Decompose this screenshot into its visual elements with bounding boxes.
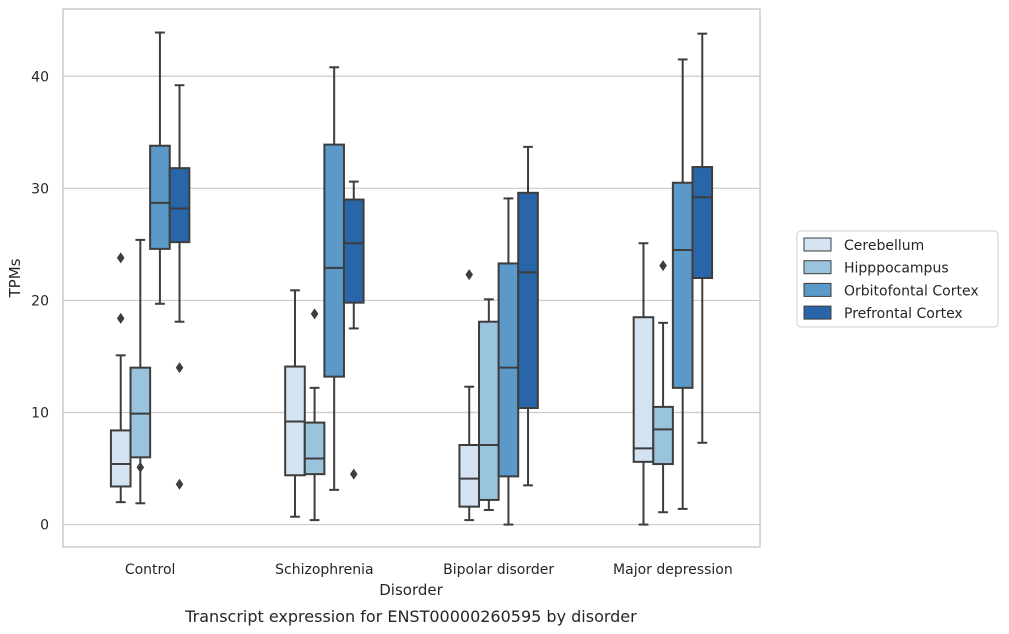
outlier-point-1 bbox=[116, 252, 125, 264]
y-tick-label-20: 20 bbox=[31, 293, 49, 309]
box-body bbox=[342, 198, 365, 304]
box-3-3 bbox=[691, 32, 714, 444]
box-body bbox=[129, 366, 152, 459]
box-1-3 bbox=[652, 260, 674, 514]
box-0-2 bbox=[458, 269, 481, 522]
outlier-point-0 bbox=[310, 308, 319, 320]
outlier-point-1 bbox=[175, 478, 184, 490]
box-0-1 bbox=[284, 289, 306, 518]
legend-swatch bbox=[803, 305, 832, 320]
box-body bbox=[497, 262, 520, 478]
box-body bbox=[632, 316, 655, 463]
legend-item-2: Orbitofontal Cortex bbox=[803, 282, 979, 299]
x-axis-ticks: Control Schizophrenia Bipolar disorder Majo… bbox=[125, 562, 733, 578]
box-2-0 bbox=[149, 31, 171, 305]
legend-swatch bbox=[803, 282, 832, 297]
box-body bbox=[458, 444, 481, 508]
x-axis-label: Disorder bbox=[379, 581, 443, 599]
legend-label: Prefrontal Cortex bbox=[844, 306, 963, 322]
y-axis-ticks: 0 10 20 30 40 bbox=[31, 69, 49, 533]
legend-swatch bbox=[803, 260, 832, 275]
x-tick-label-1: Schizophrenia bbox=[275, 562, 373, 578]
boxplot-marks bbox=[109, 31, 714, 526]
outlier-point-0 bbox=[465, 269, 474, 281]
outlier-point-0 bbox=[136, 461, 145, 473]
box-3-1 bbox=[342, 180, 365, 480]
box-body bbox=[323, 143, 345, 378]
legend-frame bbox=[796, 230, 999, 328]
box-body bbox=[303, 421, 326, 476]
y-tick-label-10: 10 bbox=[31, 406, 49, 422]
box-1-0 bbox=[129, 238, 152, 505]
box-3-2 bbox=[517, 145, 539, 487]
x-tick-label-3: Major depression bbox=[613, 562, 733, 578]
y-axis-label: TPMs bbox=[6, 258, 24, 298]
chart-caption: Transcript expression for ENST0000026059… bbox=[184, 607, 637, 626]
box-2-1 bbox=[323, 66, 345, 491]
x-tick-label-2: Bipolar disorder bbox=[443, 562, 554, 578]
box-body bbox=[168, 167, 191, 244]
box-body bbox=[517, 191, 539, 410]
box-1-1 bbox=[303, 308, 326, 522]
outlier-point-0 bbox=[659, 260, 667, 272]
plot-frame bbox=[62, 8, 761, 548]
box-0-3 bbox=[632, 242, 655, 526]
legend-label: Hipppocampus bbox=[844, 261, 949, 277]
legend-label: Cerebellum bbox=[844, 238, 924, 254]
y-tick-label-30: 30 bbox=[31, 181, 49, 197]
box-2-3 bbox=[671, 58, 694, 510]
box-body bbox=[671, 181, 694, 389]
box-1-2 bbox=[478, 298, 500, 512]
outlier-point-0 bbox=[175, 362, 184, 374]
box-body bbox=[691, 166, 714, 280]
outlier-point-0 bbox=[116, 312, 125, 324]
box-body bbox=[149, 144, 171, 250]
y-tick-label-0: 0 bbox=[40, 518, 49, 534]
outlier-point-0 bbox=[349, 468, 358, 480]
legend-item-1: Hipppocampus bbox=[803, 260, 949, 277]
legend: Cerebellum Hipppocampus Orbitofontal Corte… bbox=[796, 230, 999, 328]
legend-item-0: Cerebellum bbox=[803, 237, 924, 254]
legend-item-3: Prefrontal Cortex bbox=[803, 305, 963, 322]
y-tick-label-40: 40 bbox=[31, 69, 49, 85]
box-body bbox=[109, 429, 132, 488]
box-0-0 bbox=[109, 252, 132, 504]
box-body bbox=[478, 320, 500, 501]
legend-label: Orbitofontal Cortex bbox=[844, 283, 979, 299]
box-3-0 bbox=[168, 84, 191, 490]
box-2-2 bbox=[497, 197, 520, 526]
box-body bbox=[652, 405, 674, 466]
x-tick-label-0: Control bbox=[125, 562, 176, 578]
legend-swatch bbox=[803, 237, 832, 252]
